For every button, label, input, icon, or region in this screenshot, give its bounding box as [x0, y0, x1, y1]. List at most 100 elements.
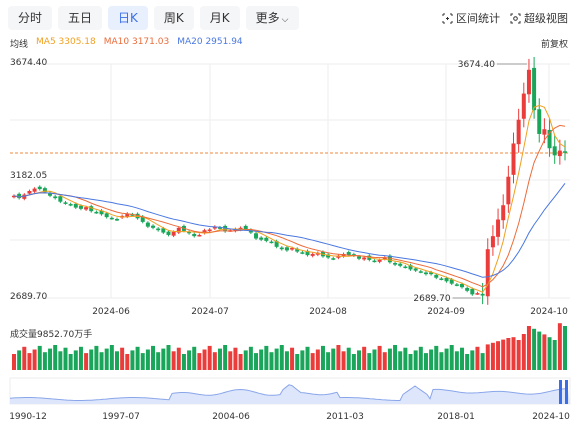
candle-body — [351, 254, 356, 256]
candle-body — [557, 150, 562, 157]
candle-body — [17, 193, 22, 199]
candle-body — [372, 260, 377, 263]
volume-bar — [526, 326, 531, 370]
volume-bar — [310, 353, 315, 370]
volume-bar — [145, 349, 150, 370]
overview-date-label: 2011-03 — [326, 412, 364, 422]
candle-body — [413, 268, 418, 271]
volume-bar — [78, 346, 83, 370]
ma5-line — [13, 104, 566, 293]
overview-date-label: 2024-10 — [532, 412, 570, 422]
ma5-value: MA5 3305.18 — [36, 37, 96, 47]
candle-body — [145, 222, 150, 227]
candle-body — [490, 236, 495, 248]
candle-body — [161, 228, 166, 233]
candle-body — [32, 188, 37, 192]
volume-bar — [228, 351, 233, 370]
range-stats-button[interactable]: 区间统计 — [442, 10, 500, 26]
candle-body — [521, 93, 526, 119]
tab-more-label: 更多 — [255, 11, 280, 25]
tab-five-day[interactable]: 五日 — [58, 6, 103, 30]
volume-bar — [552, 340, 557, 370]
tab-monthly-k[interactable]: 月K — [199, 6, 240, 30]
volume-bar — [439, 352, 444, 370]
volume-bar — [506, 338, 511, 370]
tab-intraday[interactable]: 分时 — [8, 6, 53, 30]
tab-more[interactable]: 更多 ⌵ — [245, 6, 299, 30]
volume-bar — [120, 347, 125, 370]
focus-view-icon — [510, 13, 521, 23]
candle-body — [151, 225, 156, 228]
volume-bar — [460, 347, 465, 370]
chevron-down-icon: ⌵ — [281, 15, 289, 25]
volume-bar — [73, 350, 78, 370]
overview-date-label: 2018-01 — [437, 412, 475, 422]
overview-line — [9, 384, 569, 401]
candle-body — [377, 259, 382, 262]
volume-bar — [259, 349, 264, 370]
candle-body — [310, 253, 315, 256]
volume-bar — [444, 348, 449, 370]
candle-body — [537, 109, 542, 134]
candle-body — [243, 225, 248, 230]
volume-bar — [563, 326, 567, 370]
volume-bar — [300, 350, 305, 370]
volume-bar — [42, 352, 47, 370]
candle-body — [53, 196, 58, 199]
super-view-button[interactable]: 超级视图 — [510, 10, 568, 26]
candle-body — [398, 263, 403, 266]
volume-bar — [485, 344, 490, 370]
ma-legend: 均线 MA5 3305.18 MA10 3171.03 MA20 2951.94 — [10, 37, 243, 50]
volume-bar — [176, 347, 181, 370]
candle-body — [89, 206, 94, 212]
candle-body — [84, 207, 89, 210]
candle-body — [465, 287, 470, 291]
candle-body — [187, 231, 192, 234]
range-stats-label: 区间统计 — [456, 12, 500, 25]
candle-body — [12, 195, 16, 198]
chart-tools: 区间统计 超级视图 — [442, 10, 568, 26]
candle-body — [63, 202, 68, 204]
candle-body — [22, 194, 27, 199]
candle-body — [295, 248, 300, 252]
candle-body — [475, 293, 480, 295]
candle-body — [125, 213, 130, 217]
candle-body — [300, 252, 305, 254]
super-view-label: 超级视图 — [524, 12, 568, 25]
candle-body — [346, 252, 351, 256]
candle-body — [563, 151, 567, 153]
volume-bar — [156, 352, 161, 370]
price-axis-low: 2689.70 — [10, 292, 48, 302]
tab-daily-k[interactable]: 日K — [108, 6, 148, 30]
volume-bar — [341, 351, 346, 370]
candle-body — [176, 227, 181, 233]
overview-handle-right — [565, 380, 568, 404]
volume-bar — [377, 345, 382, 370]
volume-bar — [89, 349, 94, 370]
candle-body — [254, 233, 259, 239]
candle-body — [217, 227, 222, 229]
candle-body — [387, 255, 392, 263]
price-axis-high: 3674.40 — [10, 58, 48, 68]
volume-bar — [140, 353, 145, 370]
volume-bar — [423, 353, 428, 370]
volume-bar — [17, 350, 22, 370]
ma20-value: MA20 2951.94 — [177, 37, 243, 47]
volume-bar — [393, 345, 398, 370]
candle-body — [259, 237, 264, 240]
candle-body — [94, 211, 99, 214]
candle-body — [37, 186, 42, 190]
month-label: 2024-09 — [427, 307, 465, 317]
candle-body — [357, 256, 362, 259]
range-select-icon — [442, 13, 453, 23]
candle-body — [485, 249, 490, 297]
volume-bar — [336, 345, 341, 370]
volume-bar — [290, 347, 295, 370]
volume-bar — [135, 346, 140, 370]
tab-weekly-k[interactable]: 周K — [153, 6, 194, 30]
candle-body — [207, 229, 212, 231]
candle-body — [362, 257, 367, 260]
adjust-mode-button[interactable]: 前复权 — [540, 40, 568, 50]
candle-body — [511, 143, 516, 175]
candle-body — [470, 288, 475, 295]
